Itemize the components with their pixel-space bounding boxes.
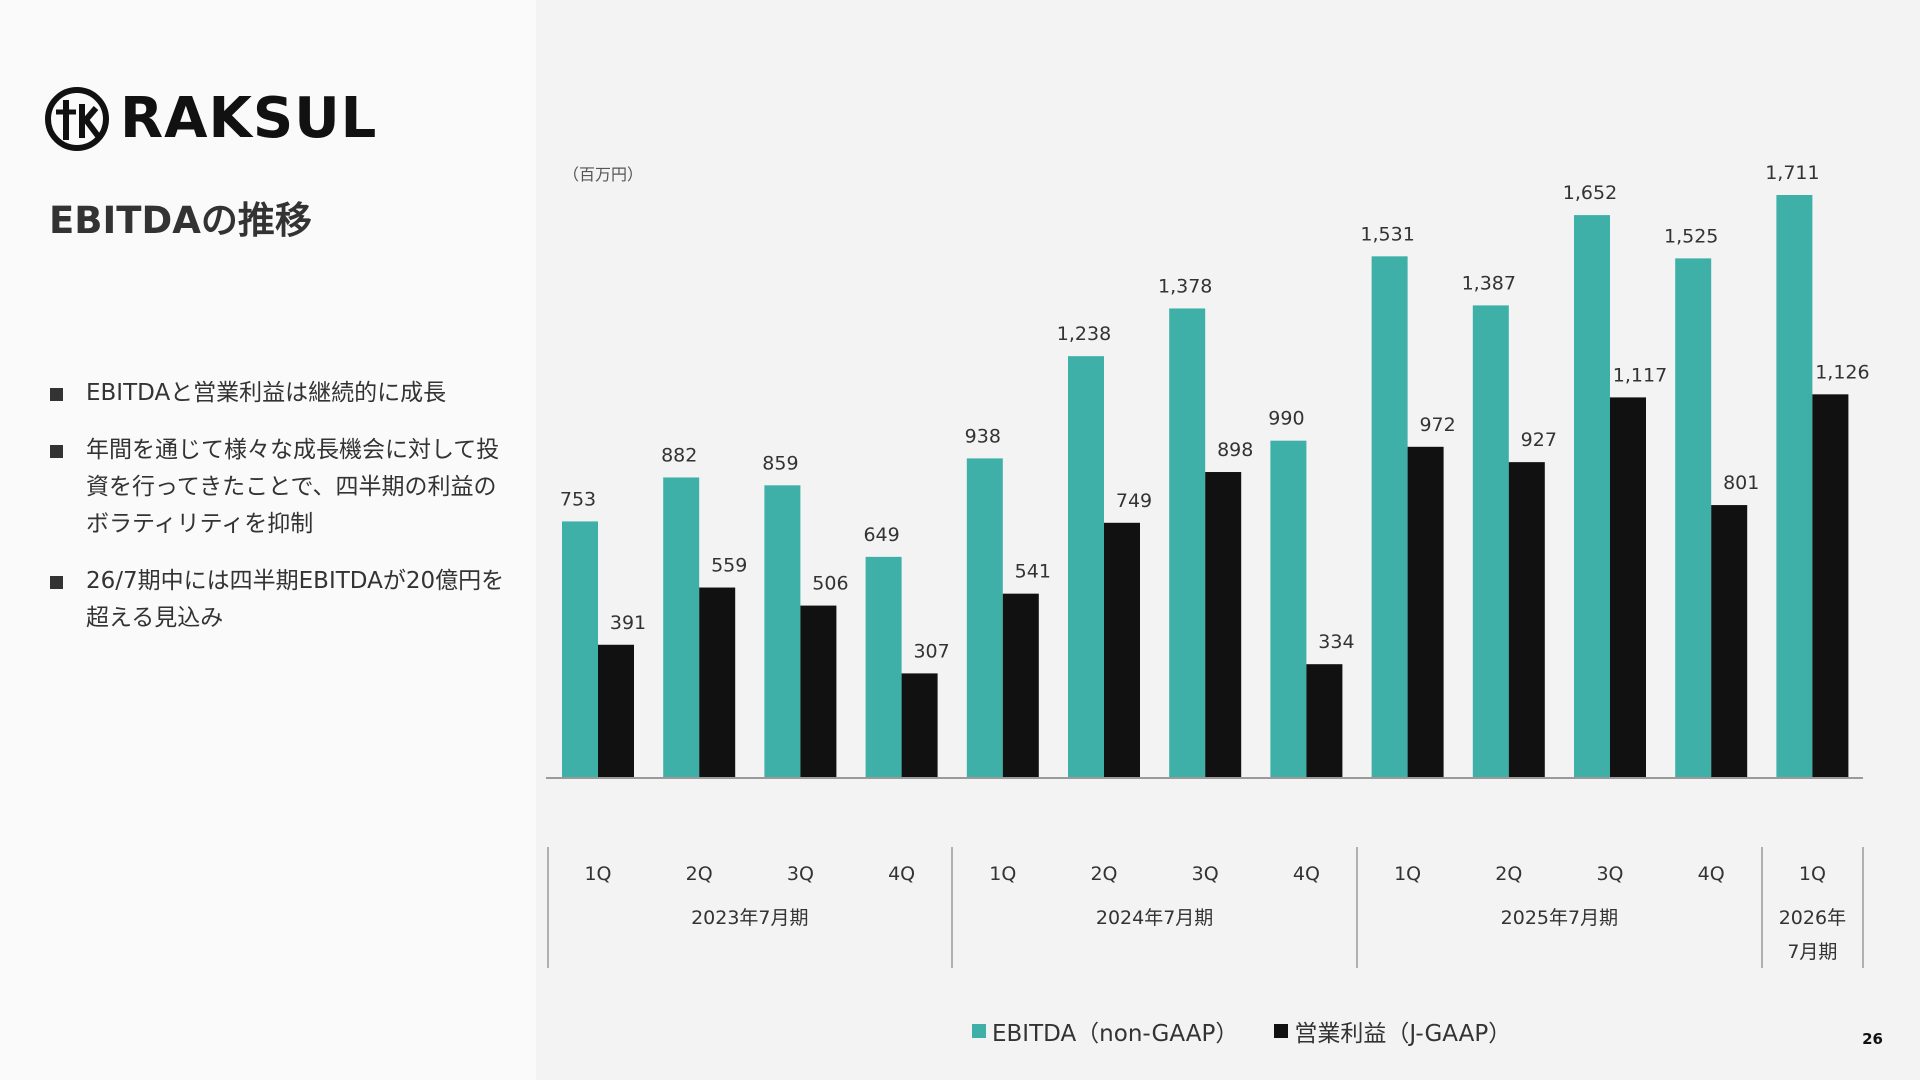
bar-ebitda [562, 521, 598, 778]
data-label-operating-income: 972 [1419, 414, 1455, 436]
data-label-ebitda: 990 [1268, 408, 1304, 430]
data-label-operating-income: 749 [1116, 490, 1152, 512]
x-tick-label: 1Q [584, 863, 611, 885]
data-label-ebitda: 1,531 [1360, 223, 1414, 245]
bar-ebitda [1371, 256, 1408, 779]
x-tick-label: 4Q [1293, 863, 1320, 885]
x-tick-label: 2Q [1090, 863, 1117, 885]
bullet-square-icon [50, 445, 63, 458]
bar-operating-income [1205, 472, 1242, 778]
legend-swatch-ebitda [972, 1024, 986, 1038]
bar-ebitda [663, 477, 700, 778]
bar-operating-income [1306, 664, 1343, 778]
data-label-operating-income: 391 [610, 612, 646, 634]
x-group-label: 2026年 [1779, 907, 1846, 929]
data-label-operating-income: 559 [711, 555, 747, 577]
data-label-ebitda: 859 [762, 452, 798, 474]
bar-operating-income [1508, 462, 1545, 778]
page-number: 26 [1862, 1030, 1883, 1048]
data-label-operating-income: 801 [1723, 472, 1759, 494]
bar-operating-income [901, 673, 938, 778]
bar-ebitda [1574, 215, 1610, 778]
bullet-square-icon [50, 388, 63, 401]
x-tick-label: 1Q [989, 863, 1016, 885]
data-label-ebitda: 1,238 [1057, 323, 1111, 345]
bar-operating-income [800, 605, 837, 778]
bullet-square-icon [50, 576, 63, 589]
left-panel [0, 0, 536, 1080]
x-tick-label: 2Q [686, 863, 713, 885]
data-label-operating-income: 506 [812, 573, 848, 595]
bullet-text: 26/7期中には四半期EBITDAが20億円を超える見込み [86, 568, 505, 631]
bullet-list: EBITDAと営業利益は継続的に成長 年間を通じて様々な成長機会に対して投資を行… [50, 375, 510, 657]
bar-operating-income [1610, 397, 1646, 778]
data-label-operating-income: 898 [1217, 439, 1253, 461]
bar-ebitda [1472, 305, 1509, 778]
bar-operating-income [1002, 593, 1039, 778]
data-label-operating-income: 307 [913, 640, 949, 662]
data-label-ebitda: 649 [863, 524, 899, 546]
x-group-label: 7月期 [1787, 941, 1837, 963]
bar-operating-income [1104, 522, 1140, 778]
bar-ebitda [865, 556, 902, 778]
legend-label-operating-income: 営業利益（J-GAAP） [1294, 1021, 1512, 1047]
unit-label: （百万円） [563, 165, 643, 184]
x-group-label: 2023年7月期 [691, 907, 808, 929]
x-tick-label: 3Q [1192, 863, 1219, 885]
x-tick-label: 4Q [1698, 863, 1725, 885]
raksul-logo: RAKSUL [44, 86, 377, 152]
x-tick-label: 1Q [1799, 863, 1826, 885]
bar-ebitda [1675, 258, 1712, 779]
bar-operating-income [1812, 394, 1849, 778]
data-label-ebitda: 1,525 [1664, 225, 1718, 247]
data-label-ebitda: 1,711 [1765, 162, 1819, 184]
data-label-operating-income: 334 [1318, 631, 1354, 653]
bullet-item: 年間を通じて様々な成長機会に対して投資を行ってきたことで、四半期の利益のボラティ… [50, 432, 510, 543]
data-label-operating-income: 927 [1521, 429, 1557, 451]
bar-ebitda [1169, 308, 1206, 778]
legend-item-operating-income: 営業利益（J-GAAP） [1274, 1014, 1511, 1048]
bullet-text: 年間を通じて様々な成長機会に対して投資を行ってきたことで、四半期の利益のボラティ… [86, 437, 500, 537]
bar-operating-income [598, 644, 634, 778]
data-label-ebitda: 1,387 [1462, 272, 1516, 294]
bar-ebitda [1068, 356, 1104, 778]
bar-operating-income [699, 587, 736, 778]
data-label-operating-income: 1,117 [1613, 364, 1667, 386]
x-group-label: 2025年7月期 [1501, 907, 1618, 929]
brand-name: RAKSUL [120, 86, 378, 151]
bullet-item: EBITDAと営業利益は継続的に成長 [50, 375, 510, 412]
data-label-ebitda: 1,652 [1563, 182, 1617, 204]
bar-ebitda [966, 458, 1003, 778]
data-label-operating-income: 541 [1015, 561, 1051, 583]
data-label-operating-income: 1,126 [1815, 361, 1869, 383]
x-group-label: 2024年7月期 [1096, 907, 1213, 929]
x-tick-label: 1Q [1394, 863, 1421, 885]
bullet-text: EBITDAと営業利益は継続的に成長 [86, 380, 447, 406]
data-label-ebitda: 882 [661, 444, 697, 466]
legend-label-ebitda: EBITDA（non-GAAP） [992, 1021, 1239, 1047]
chart-legend: EBITDA（non-GAAP） 営業利益（J-GAAP） [972, 1014, 1547, 1048]
bar-operating-income [1407, 446, 1444, 778]
legend-swatch-operating-income [1274, 1024, 1289, 1038]
x-tick-label: 3Q [1596, 863, 1623, 885]
x-tick-label: 3Q [787, 863, 814, 885]
bar-ebitda [764, 485, 801, 778]
bar-ebitda [1270, 440, 1307, 778]
legend-item-ebitda: EBITDA（non-GAAP） [972, 1014, 1238, 1048]
data-label-ebitda: 753 [560, 488, 596, 510]
x-tick-label: 4Q [888, 863, 915, 885]
raksul-logo-mark-icon [45, 87, 109, 151]
data-label-ebitda: 1,378 [1158, 275, 1212, 297]
data-label-ebitda: 938 [965, 425, 1001, 447]
bullet-item: 26/7期中には四半期EBITDAが20億円を超える見込み [50, 563, 510, 637]
bar-operating-income [1711, 505, 1748, 778]
x-tick-label: 2Q [1495, 863, 1522, 885]
bar-ebitda [1776, 195, 1813, 778]
page-title: EBITDAの推移 [49, 199, 312, 242]
